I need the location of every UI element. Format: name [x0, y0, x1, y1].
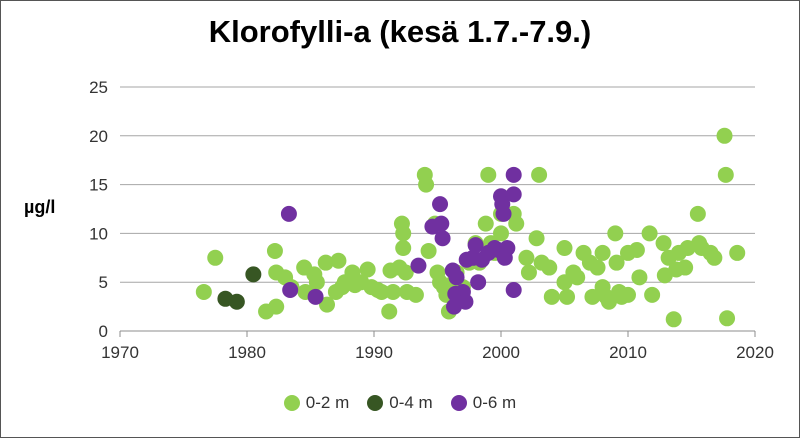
data-point-06m: [457, 293, 474, 310]
gridlines: [120, 86, 755, 283]
data-point-02m: [600, 293, 617, 310]
data-point-02m: [308, 274, 325, 291]
data-point-02m: [628, 241, 645, 258]
data-point-02m: [395, 240, 412, 257]
data-point-06m: [434, 230, 451, 247]
data-point-06m: [280, 205, 297, 222]
data-point-06m: [505, 186, 522, 203]
data-point-06m: [448, 269, 465, 286]
data-point-02m: [268, 298, 285, 315]
x-axis-ticks: 1970 1980 1990 2000 2010 2020: [101, 331, 774, 362]
data-point-02m: [559, 288, 576, 305]
data-point-02m: [330, 252, 347, 269]
legend: 0-2 m 0-4 m 0-6 m: [0, 393, 800, 413]
legend-item-0-2m: 0-2 m: [283, 393, 350, 413]
data-point-02m: [641, 225, 658, 242]
y-axis-label: µg/l: [24, 197, 56, 217]
data-point-06m: [282, 282, 299, 299]
data-point-02m: [531, 166, 548, 183]
x-tick-label: 2020: [736, 343, 774, 362]
data-point-02m: [706, 249, 723, 266]
data-point-02m: [520, 264, 537, 281]
data-points: [195, 127, 746, 328]
legend-label-0-2m: 0-2 m: [305, 393, 350, 412]
x-tick-label: 2010: [609, 343, 647, 362]
y-tick-label: 15: [89, 176, 108, 195]
data-point-02m: [607, 225, 624, 242]
data-point-02m: [655, 235, 672, 252]
data-point-06m: [499, 240, 516, 257]
data-point-02m: [518, 249, 535, 266]
data-point-02m: [359, 261, 376, 278]
data-point-02m: [395, 225, 412, 242]
data-point-02m: [407, 286, 424, 303]
data-point-02m: [381, 303, 398, 320]
data-point-02m: [608, 254, 625, 271]
x-tick-label: 1990: [355, 343, 393, 362]
data-point-02m: [569, 269, 586, 286]
data-point-02m: [584, 288, 601, 305]
y-tick-label: 5: [99, 273, 108, 292]
data-point-02m: [508, 215, 525, 232]
data-point-02m: [480, 166, 497, 183]
data-point-06m: [505, 166, 522, 183]
data-point-02m: [207, 249, 224, 266]
data-point-02m: [373, 283, 390, 300]
data-point-06m: [307, 288, 324, 305]
data-point-02m: [589, 259, 606, 276]
x-tick-label: 1980: [228, 343, 266, 362]
legend-marker-0-6m: [450, 395, 467, 411]
data-point-02m: [195, 283, 212, 300]
data-point-02m: [665, 311, 682, 328]
legend-item-0-4m: 0-4 m: [367, 393, 433, 413]
data-point-02m: [541, 259, 558, 276]
data-point-06m: [467, 237, 484, 254]
y-tick-label: 20: [89, 127, 108, 146]
data-point-06m: [495, 205, 512, 222]
data-point-02m: [677, 259, 694, 276]
legend-marker-0-4m: [367, 395, 384, 411]
chart-title: Klorofylli-a (kesä 1.7.-7.9.): [208, 14, 592, 49]
legend-label-0-4m: 0-4 m: [389, 393, 433, 412]
data-point-06m: [432, 196, 449, 213]
data-point-06m: [410, 257, 427, 274]
data-point-02m: [266, 242, 283, 259]
data-point-02m: [594, 244, 611, 261]
data-point-02m: [543, 288, 560, 305]
data-point-02m: [729, 244, 746, 261]
data-point-02m: [528, 230, 545, 247]
data-point-02m: [644, 286, 661, 303]
data-point-02m: [556, 240, 573, 257]
legend-item-0-6m: 0-6 m: [450, 393, 517, 413]
data-point-04m: [245, 266, 262, 283]
data-point-06m: [470, 274, 487, 291]
data-point-02m: [716, 127, 733, 144]
data-point-02m: [420, 242, 437, 259]
y-axis-ticks: 0 5 10 15 20 25: [89, 78, 108, 341]
data-point-02m: [493, 225, 509, 242]
data-point-02m: [689, 205, 706, 222]
data-point-02m: [717, 166, 734, 183]
y-tick-label: 10: [89, 224, 108, 243]
data-point-02m: [319, 296, 336, 313]
data-point-06m: [505, 282, 522, 299]
data-point-02m: [397, 264, 414, 281]
data-point-06m: [433, 215, 450, 232]
data-point-02m: [317, 254, 334, 271]
y-tick-label: 0: [99, 322, 108, 341]
data-point-02m: [385, 283, 402, 300]
data-point-04m: [228, 293, 245, 310]
data-point-02m: [631, 269, 648, 286]
data-point-02m: [418, 176, 435, 193]
x-tick-label: 1970: [101, 343, 139, 362]
data-point-02m: [477, 215, 494, 232]
data-point-02m: [620, 286, 636, 303]
data-point-02m: [719, 310, 736, 327]
y-tick-label: 25: [89, 78, 108, 97]
legend-label-0-6m: 0-6 m: [472, 393, 517, 412]
x-tick-label: 2000: [482, 343, 520, 362]
legend-marker-0-2m: [283, 395, 300, 411]
